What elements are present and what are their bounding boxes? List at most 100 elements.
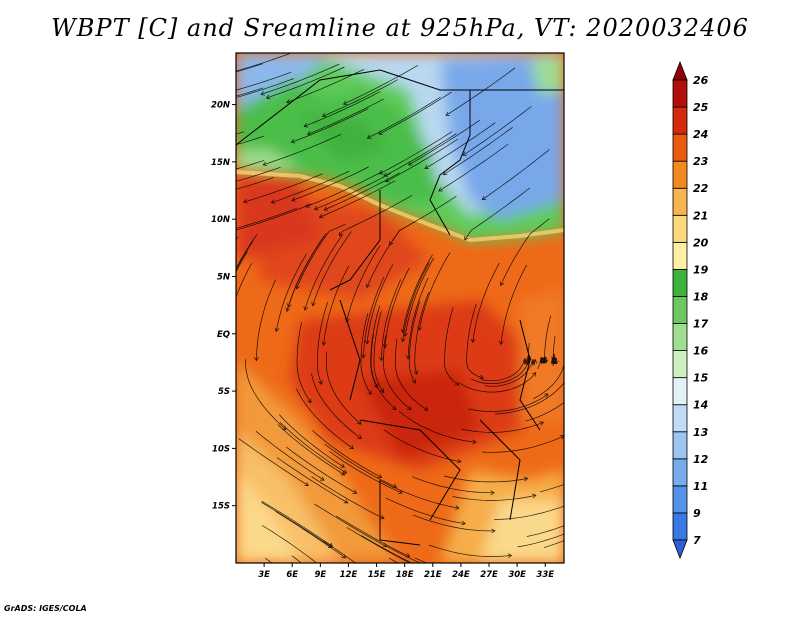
streamline	[262, 133, 342, 166]
streamline-arrow	[445, 111, 451, 116]
colorbar-label: 21	[693, 209, 708, 222]
streamline-arrow	[295, 284, 300, 290]
streamline-arrow	[183, 179, 187, 183]
y-tick-label: 15N	[211, 158, 230, 168]
colorbar-label: 16	[693, 345, 709, 358]
colorbar-box	[672, 133, 688, 162]
streamline-arrow	[416, 565, 420, 569]
streamline	[312, 231, 352, 306]
streamline-arrow	[222, 236, 226, 240]
streamline-arrow	[210, 75, 214, 79]
streamline	[412, 476, 495, 494]
streamline	[236, 263, 252, 299]
streamline	[482, 149, 550, 200]
streamline-arrow	[379, 356, 384, 362]
streamline-arrow	[347, 611, 351, 615]
streamline	[379, 131, 453, 175]
streamline-arrow	[405, 553, 411, 558]
streamline	[314, 503, 387, 547]
streamline	[363, 276, 385, 358]
streamline-arrow	[544, 393, 549, 398]
streamline-arrow	[392, 405, 397, 411]
streamline	[238, 438, 309, 486]
streamline	[311, 373, 362, 439]
streamline	[472, 263, 500, 343]
streamline	[295, 388, 354, 449]
colorbar-box	[672, 404, 688, 433]
streamline-arrow	[539, 421, 545, 426]
colorbar-box	[672, 269, 688, 297]
streamline	[385, 497, 466, 524]
wbpt-field	[162, 53, 621, 615]
streamline	[236, 78, 294, 98]
streamline-arrow	[352, 489, 358, 494]
streamline	[312, 430, 382, 478]
colorbar-label: 20	[693, 236, 709, 249]
streamline-arrow	[162, 148, 166, 152]
x-tick-label: 18E	[396, 570, 414, 580]
streamline	[482, 435, 564, 453]
colorbar-box	[672, 458, 688, 487]
streamline	[438, 143, 509, 192]
streamline	[265, 557, 273, 563]
streamline-arrow	[398, 489, 403, 494]
colorbar-label: 14	[693, 399, 708, 412]
streamline	[275, 253, 307, 332]
streamline-arrow	[464, 235, 469, 241]
x-tick-label: 27E	[480, 570, 498, 580]
streamline-arrow	[617, 513, 621, 517]
streamline	[370, 305, 381, 388]
streamline-arrow	[461, 520, 466, 526]
streamline	[291, 166, 369, 201]
streamline-arrow	[287, 303, 292, 308]
streamline	[367, 96, 441, 139]
streamline-arrow	[563, 360, 564, 362]
streamline-arrow	[387, 586, 391, 590]
streamline-arrow	[498, 340, 504, 346]
streamline	[526, 525, 564, 537]
streamline-arrow	[417, 326, 423, 331]
streamline	[418, 252, 451, 331]
streamline	[378, 91, 452, 135]
streamline	[339, 194, 413, 237]
streamline-arrow	[313, 205, 319, 211]
streamline-arrow	[423, 406, 429, 411]
streamline	[537, 357, 546, 369]
streamline-arrow	[457, 458, 462, 464]
y-tick-label: EQ	[217, 330, 230, 340]
streamline-arrow	[218, 305, 222, 309]
streamline-arrow	[523, 476, 529, 482]
streamline-arrow	[349, 444, 354, 450]
streamline-arrow	[472, 439, 477, 445]
streamline-arrow	[265, 94, 271, 100]
streamline	[311, 476, 385, 519]
streamline	[379, 480, 459, 509]
y-axis: 20N 15N 10N 5N EQ 5S 10S 15S	[211, 101, 236, 512]
chart-title: WBPT [C] and Sreamline at 925hPa, VT: 20…	[51, 14, 749, 42]
streamline	[303, 91, 381, 127]
streamline	[386, 545, 422, 563]
colorbar-box	[672, 296, 688, 324]
streamline-arrow	[211, 94, 215, 98]
streamline-arrow	[183, 155, 187, 159]
colorbar: 7 9 11 12 13 14 15 16 17 18 19 20 21 22 23 24 25 26	[672, 60, 709, 560]
streamline	[291, 555, 302, 563]
streamline-arrow	[572, 501, 576, 505]
x-tick-label: 30E	[508, 570, 526, 580]
streamline-arrow	[585, 371, 589, 375]
streamline	[266, 66, 345, 99]
streamline	[467, 393, 549, 412]
streamline-arrow	[357, 434, 362, 439]
streamline-arrow	[542, 356, 548, 362]
streamline	[236, 207, 298, 229]
colorbar-label: 24	[693, 128, 708, 141]
streamline-arrow	[379, 388, 385, 394]
colorbar-box	[672, 106, 688, 135]
streamline	[286, 446, 357, 494]
colorbar-box	[672, 377, 688, 406]
colorbar-box	[672, 512, 688, 541]
streamline-arrow	[366, 283, 371, 289]
streamline-arrow	[319, 476, 325, 481]
streamline	[236, 234, 258, 270]
streamline-arrow	[593, 519, 597, 523]
